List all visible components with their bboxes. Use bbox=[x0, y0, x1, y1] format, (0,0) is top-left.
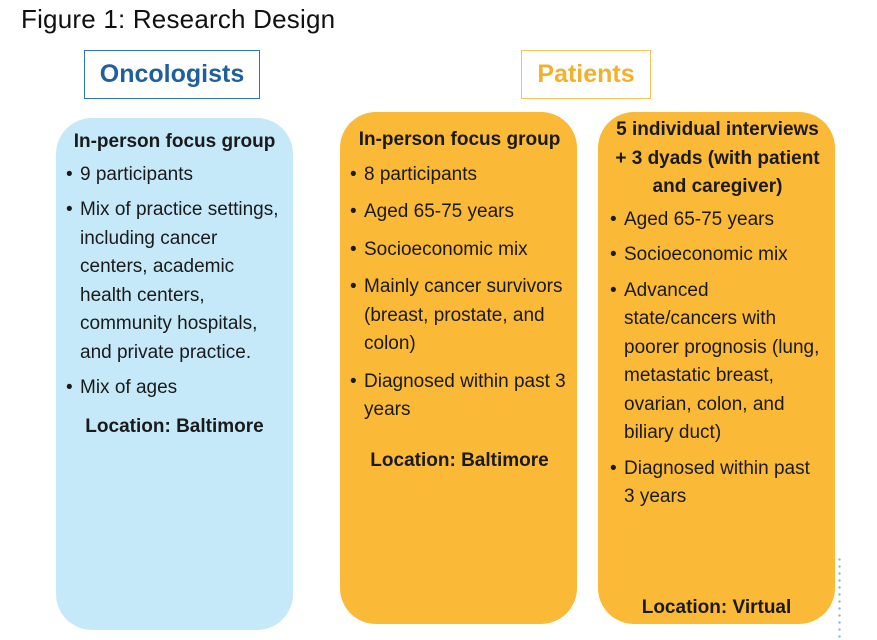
location-label: Location: Baltimore bbox=[85, 415, 264, 437]
oncologists-header: Oncologists bbox=[84, 50, 260, 99]
column-heading: In-person focus group bbox=[358, 129, 561, 150]
decorative-dotted-line bbox=[838, 556, 841, 640]
oncologists-focus-group-box: In-person focus group 9 participants Mix… bbox=[56, 118, 293, 630]
bullet-item: Mix of ages bbox=[66, 374, 283, 403]
bullet-list: 8 participants Aged 65-75 years Socioeco… bbox=[350, 161, 569, 425]
bullet-item: 8 participants bbox=[350, 161, 569, 190]
location-label: Location: Virtual bbox=[641, 596, 792, 618]
bullet-item: Mainly cancer survivors (breast, prostat… bbox=[350, 273, 569, 359]
bullet-item: 9 participants bbox=[66, 161, 283, 190]
patients-header: Patients bbox=[521, 50, 651, 99]
bullet-item: Aged 65-75 years bbox=[610, 206, 825, 235]
column-heading: 5 individual interviews + 3 dyads (with … bbox=[615, 119, 820, 197]
column-heading: In-person focus group bbox=[73, 131, 276, 152]
bullet-list: 9 participants Mix of practice settings,… bbox=[66, 161, 283, 403]
bullet-item: Advanced state/cancers with poorer progn… bbox=[610, 277, 825, 448]
bullet-item: Diagnosed within past 3 years bbox=[610, 455, 825, 512]
bullet-item: Aged 65-75 years bbox=[350, 198, 569, 227]
location-label: Location: Baltimore bbox=[370, 449, 549, 471]
patients-focus-group-box: In-person focus group 8 participants Age… bbox=[340, 112, 577, 624]
bullet-item: Socioeconomic mix bbox=[610, 241, 825, 270]
bullet-item: Mix of practice settings, including canc… bbox=[66, 196, 283, 367]
bullet-item: Socioeconomic mix bbox=[350, 236, 569, 265]
bullet-list: Aged 65-75 years Socioeconomic mix Advan… bbox=[610, 206, 825, 512]
patients-interviews-box: 5 individual interviews + 3 dyads (with … bbox=[598, 112, 835, 624]
bullet-item: Diagnosed within past 3 years bbox=[350, 368, 569, 425]
figure-title: Figure 1: Research Design bbox=[21, 4, 336, 34]
